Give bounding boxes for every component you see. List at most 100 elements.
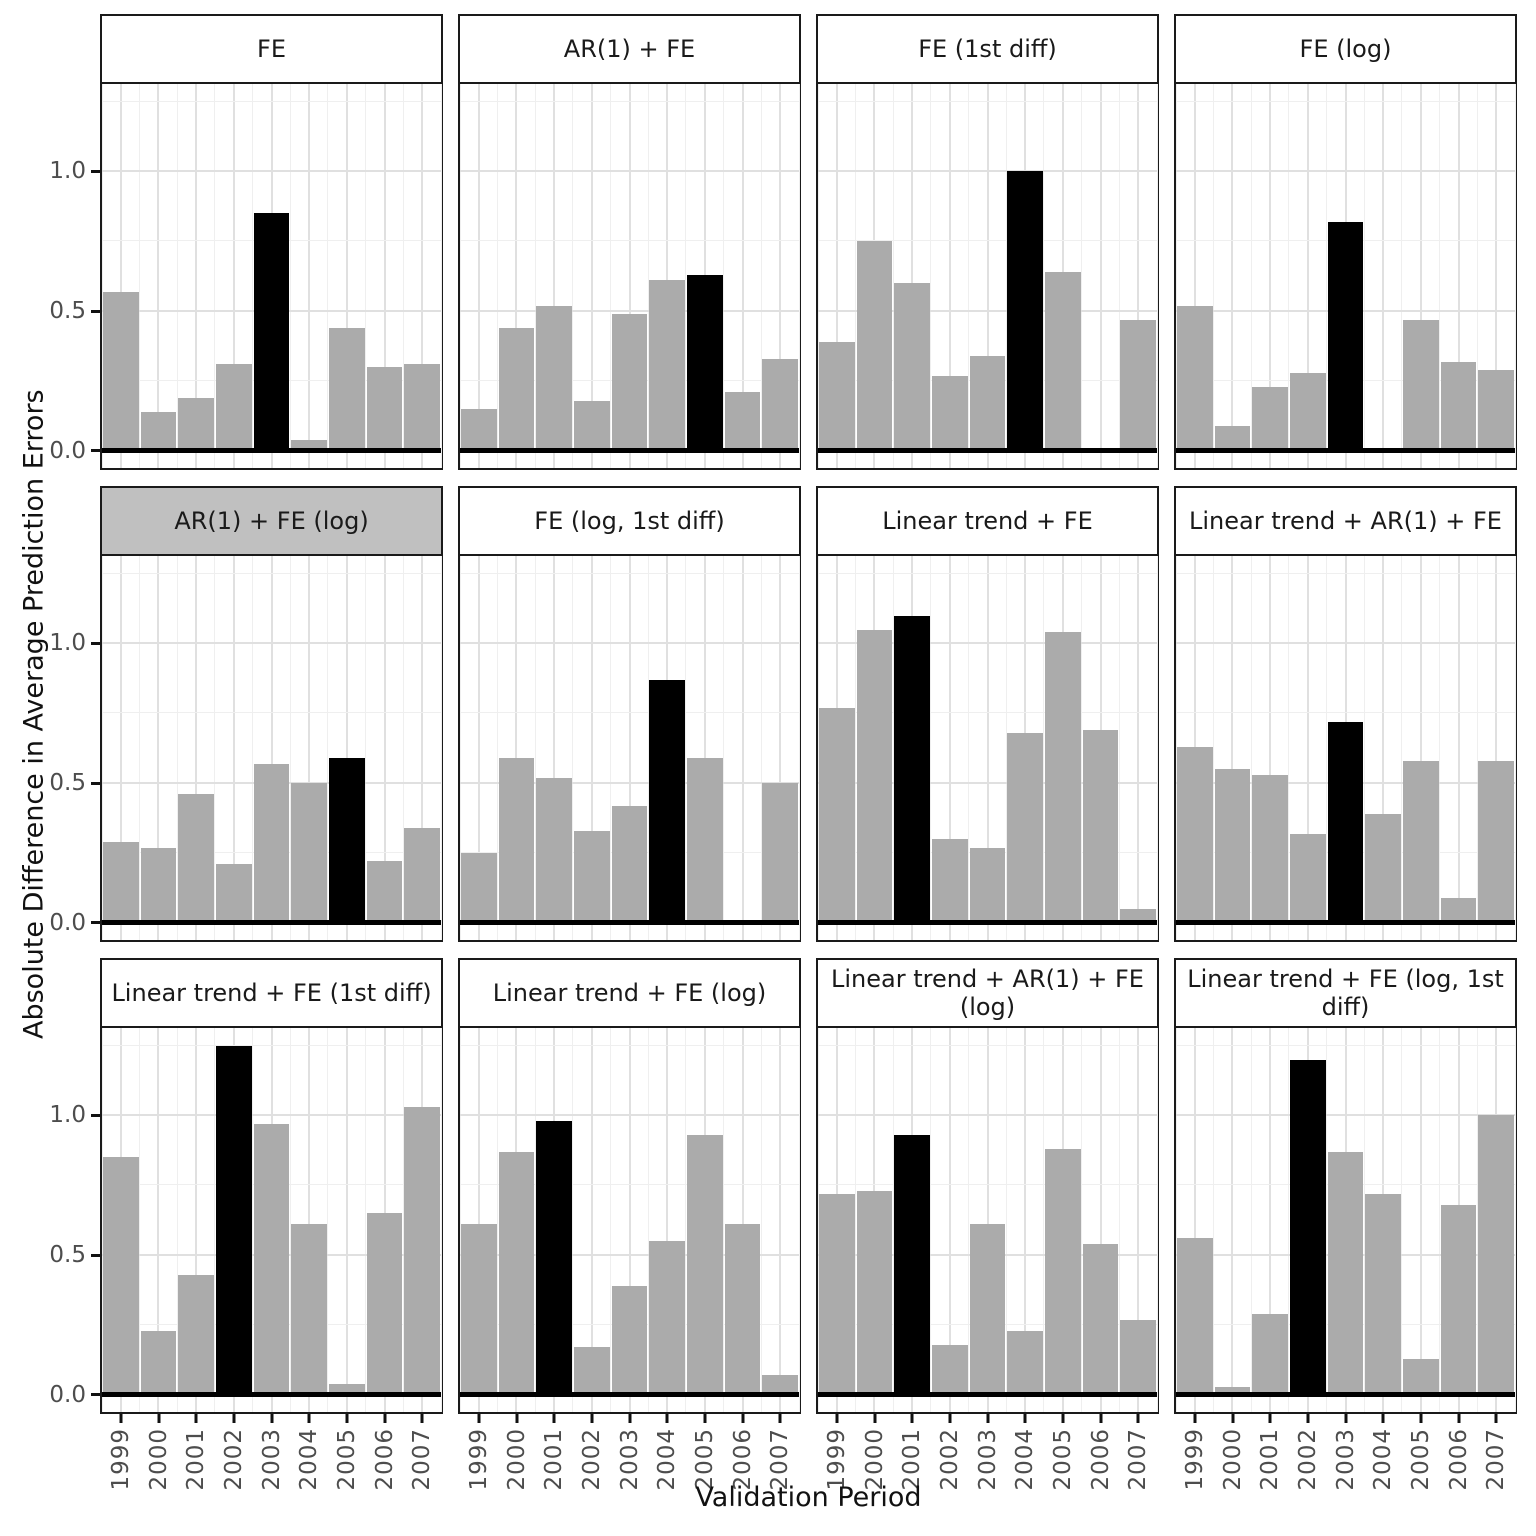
gridline-vertical-major: [703, 556, 706, 940]
gridline-vertical-major: [779, 556, 782, 940]
x-axis-tick-mark: [1231, 1414, 1234, 1423]
gridline-vertical-minor: [610, 1028, 612, 1412]
gridline-vertical-major: [1099, 1028, 1102, 1412]
y-axis-tick-mark: [91, 1393, 100, 1397]
bar-2000: [498, 758, 535, 923]
gridline-vertical-major: [308, 556, 311, 940]
gridline-horizontal-minor: [818, 712, 1157, 714]
gridline-horizontal-minor: [460, 1044, 799, 1046]
y-axis-tick-label: 0.5: [49, 770, 86, 797]
gridline-vertical-minor: [1043, 1028, 1045, 1412]
bar-2004-highlighted: [1007, 171, 1043, 451]
x-axis-tick-mark: [119, 1414, 123, 1423]
gridline-vertical-minor: [1401, 556, 1403, 940]
gridline-vertical-minor: [1118, 556, 1120, 940]
x-axis-tick-mark: [910, 1414, 914, 1423]
bar-2005: [1044, 1149, 1081, 1395]
bar-2003: [1327, 1151, 1364, 1395]
gridline-vertical-major: [157, 84, 160, 468]
bar-2004-highlighted: [649, 679, 685, 923]
x-axis-tick-mark: [665, 1414, 669, 1423]
gridline-vertical-minor: [139, 84, 141, 468]
facet-panel: 0.0 0.5 1.0: [49, 556, 443, 942]
y-axis-tick-mark: [91, 641, 100, 645]
bar-2003: [611, 805, 648, 923]
gridline-vertical-major: [741, 1028, 744, 1412]
gridline-vertical-major: [345, 1028, 348, 1412]
bar-2002: [215, 364, 252, 451]
x-axis-tick-mark: [515, 1414, 518, 1423]
zero-baseline: [1176, 919, 1515, 925]
gridline-vertical-minor: [1043, 556, 1045, 940]
bar-2004: [649, 280, 685, 451]
bar-2003-highlighted: [1327, 721, 1364, 923]
x-axis-tick-mark: [307, 1414, 311, 1423]
bar-2006: [1082, 730, 1119, 923]
gridline-vertical-minor: [365, 556, 367, 940]
gridline-vertical-minor: [497, 1028, 499, 1412]
gridline-horizontal-minor: [1176, 572, 1515, 574]
bar-1999: [1177, 305, 1213, 451]
facet-ar-1-fe: AR(1) + FE: [458, 14, 801, 470]
gridline-vertical-minor: [1250, 556, 1252, 940]
gridline-vertical-minor: [892, 1028, 894, 1412]
gridline-horizontal-major: [460, 170, 799, 173]
gridline-vertical-minor: [1514, 556, 1516, 940]
panel-plot-area: [459, 84, 800, 468]
gridline-horizontal-major: [818, 310, 1157, 313]
x-axis-tick-mark: [552, 1414, 556, 1423]
gridline-vertical-minor: [534, 1028, 536, 1412]
x-axis-tick-mark: [1268, 1414, 1272, 1423]
gridline-vertical-major: [835, 84, 838, 468]
bar-1999: [103, 841, 139, 923]
gridline-vertical-minor: [252, 84, 254, 468]
facet-ar-1-fe-log: AR(1) + FE (log) 0.0 0.5 1.0: [49, 486, 443, 942]
bar-2003-highlighted: [253, 213, 290, 451]
x-axis-tick-mark: [270, 1414, 273, 1423]
facet-strip-title: AR(1) + FE: [458, 14, 801, 84]
facet-strip-title: Linear trend + FE: [816, 486, 1159, 556]
gridline-horizontal-minor: [818, 100, 1157, 102]
y-axis-tick-mark: [91, 449, 100, 453]
gridline-horizontal-major: [1176, 642, 1515, 645]
gridline-vertical-major: [948, 556, 951, 940]
gridline-vertical-minor: [817, 556, 819, 940]
gridline-vertical-minor: [1363, 84, 1365, 468]
gridline-vertical-major: [628, 556, 631, 940]
gridline-vertical-minor: [1326, 556, 1328, 940]
bar-2006: [1440, 361, 1477, 451]
bar-2003: [253, 1123, 290, 1395]
facet-fe-log: FE (log): [1174, 14, 1517, 470]
bar-2005: [1402, 319, 1439, 451]
gridline-vertical-minor: [214, 556, 216, 940]
gridline-vertical-minor: [139, 1028, 141, 1412]
bar-2001: [894, 283, 930, 451]
gridline-horizontal-major: [818, 642, 1157, 645]
x-axis-tick-mark: [986, 1414, 989, 1423]
bar-1999: [819, 707, 855, 923]
bar-1999: [103, 1157, 139, 1395]
facet-panel: [1174, 556, 1517, 942]
gridline-vertical-major: [1419, 556, 1422, 940]
gridline-horizontal-minor: [460, 240, 799, 242]
gridline-vertical-minor: [534, 556, 536, 940]
gridline-vertical-minor: [685, 556, 687, 940]
gridline-vertical-major: [986, 1028, 989, 1412]
gridline-vertical-minor: [760, 556, 762, 940]
gridline-vertical-major: [477, 556, 480, 940]
zero-baseline: [460, 919, 799, 925]
gridline-vertical-major: [1382, 84, 1385, 468]
y-axis-tick-label: 0.0: [49, 909, 86, 936]
gridline-vertical-major: [157, 1028, 160, 1412]
gridline-vertical-minor: [647, 1028, 649, 1412]
bar-2000: [498, 1151, 535, 1395]
gridline-vertical-minor: [289, 556, 291, 940]
gridline-vertical-minor: [1156, 1028, 1158, 1412]
gridline-horizontal-minor: [1176, 712, 1515, 714]
gridline-horizontal-major: [818, 782, 1157, 785]
facet-linear-trend-ar-1-fe: Linear trend + AR(1) + FE: [1174, 486, 1517, 942]
gridline-vertical-major: [1193, 1028, 1196, 1412]
gridline-vertical-major: [986, 84, 989, 468]
gridline-vertical-major: [986, 556, 989, 940]
x-axis-tick-mark: [232, 1414, 236, 1423]
